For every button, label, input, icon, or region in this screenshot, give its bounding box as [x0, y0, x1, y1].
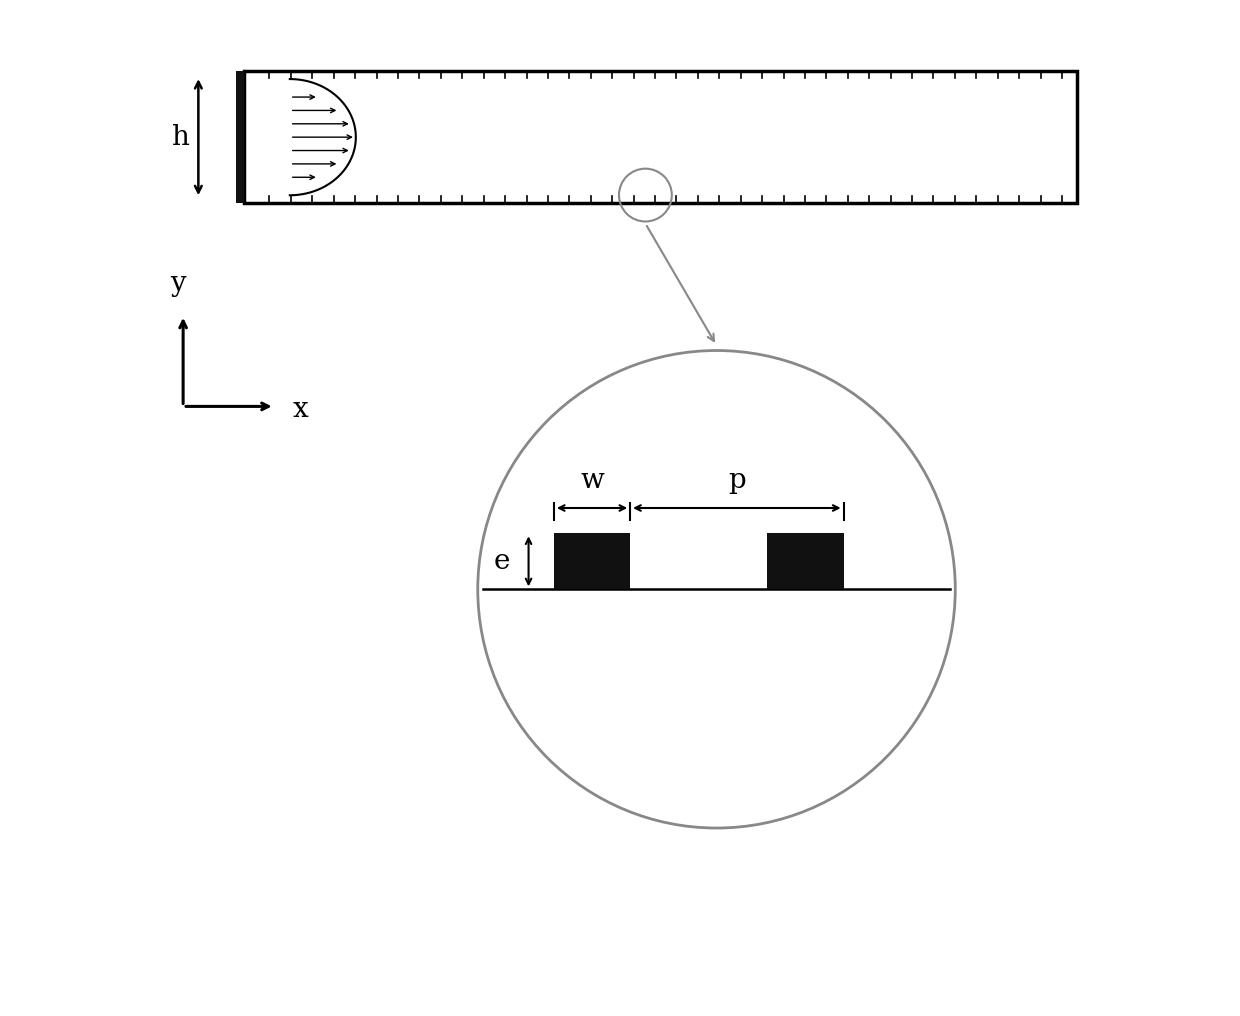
Text: w: w: [580, 466, 604, 494]
Text: p: p: [728, 466, 745, 494]
Text: x: x: [293, 396, 309, 423]
Bar: [554, 533, 630, 589]
Bar: [768, 533, 843, 589]
Text: h: h: [171, 124, 188, 150]
Circle shape: [477, 351, 955, 828]
Bar: [236, 71, 244, 203]
Bar: [244, 71, 1078, 203]
Text: e: e: [494, 548, 511, 575]
Text: y: y: [170, 269, 186, 297]
